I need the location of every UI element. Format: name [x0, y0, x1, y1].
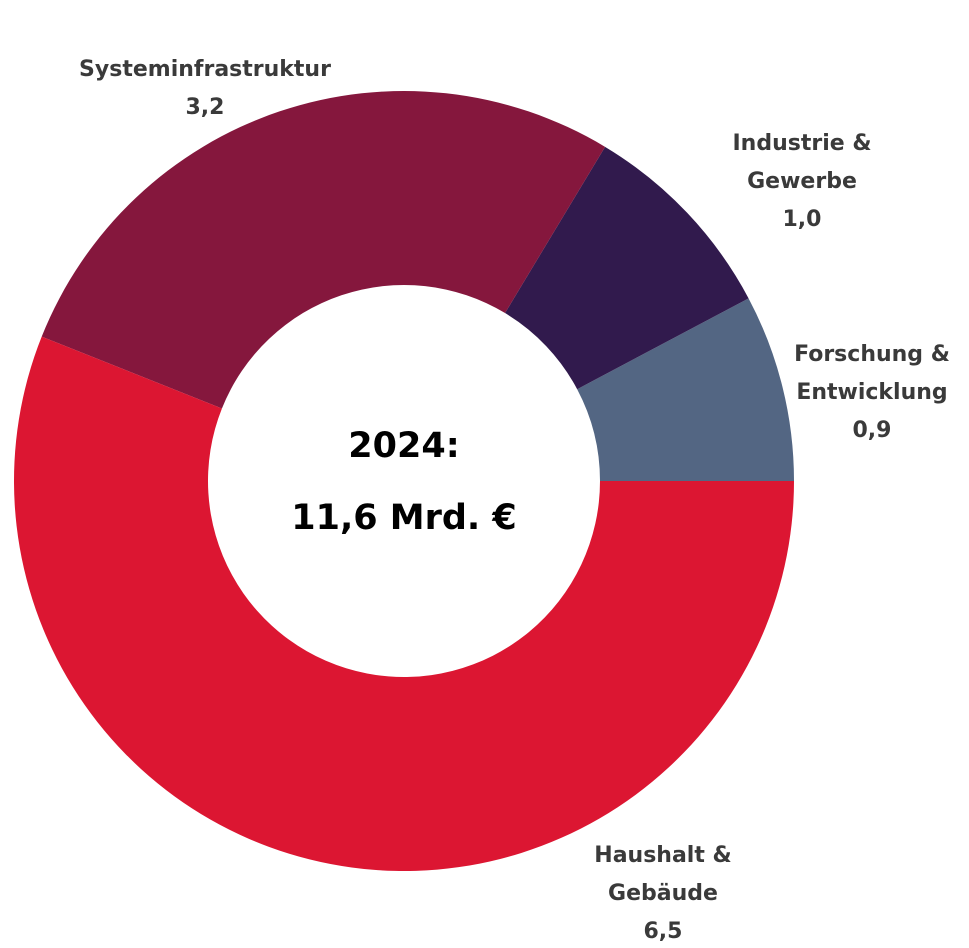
donut-slice	[41, 91, 606, 409]
slice-label: Forschung & Entwicklung	[794, 342, 950, 405]
center-subtitle: 11,6 Mrd. €	[291, 498, 517, 538]
value-label: 0,9	[853, 418, 892, 443]
slice-label: Systeminfrastruktur	[79, 57, 331, 82]
donut-slice	[505, 146, 749, 390]
slice-label: Haushalt & Gebäude	[594, 843, 731, 906]
donut-slice	[13, 336, 794, 871]
donut-slice	[577, 298, 794, 481]
center-title: 2024:	[348, 426, 459, 466]
value-label: 3,2	[186, 95, 225, 120]
value-label: 1,0	[783, 207, 822, 232]
value-label: 6,5	[644, 919, 683, 944]
slice-label: Industrie & Gewerbe	[732, 131, 871, 194]
